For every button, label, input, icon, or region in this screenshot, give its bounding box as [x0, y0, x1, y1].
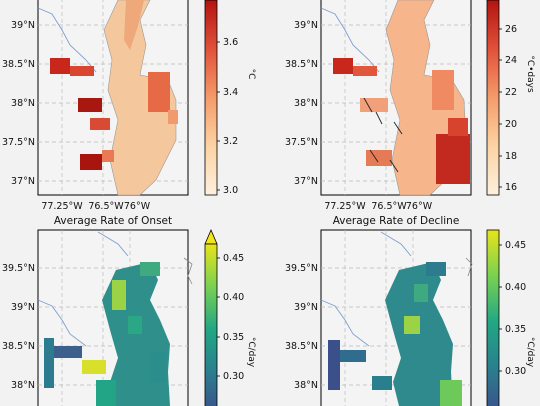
lat-tick: 39.5°N — [285, 263, 318, 274]
colorbar-tick: 3.6 — [223, 37, 238, 48]
colorbar-tick: 22 — [505, 87, 517, 98]
lat-tick: 38.5°N — [285, 59, 318, 70]
river-line — [320, 299, 370, 347]
river-line — [37, 299, 87, 347]
panel-title: Average Rate of Decline — [333, 215, 460, 227]
colorbar-tick: 16 — [505, 182, 517, 193]
lat-tick: 38.5°N — [2, 59, 35, 70]
lon-tick: 76.5°W — [88, 201, 124, 212]
tributary-cells — [44, 262, 166, 406]
colorbar-extend-arrow — [204, 228, 218, 245]
transect-lines — [363, 97, 403, 173]
lat-tick: 39.5°N — [2, 263, 35, 274]
lat-tick: 37°N — [11, 176, 35, 187]
lat-tick: 37.5°N — [2, 137, 35, 148]
colorbar: 0.45 0.40 0.35 0.30 °C/day — [204, 228, 256, 406]
colorbar-unit: °C/day — [525, 337, 535, 368]
lon-tick: 77.25°W — [324, 201, 366, 212]
tributary-cells — [50, 58, 178, 170]
colorbar-tick: 0.35 — [223, 332, 244, 343]
lat-tick: 38.5°N — [2, 341, 35, 352]
colorbar-tick: 0.40 — [505, 282, 526, 293]
colorbar: 0.45 0.40 0.35 0.30 °C/day — [486, 229, 535, 406]
river-line — [320, 7, 380, 73]
river-line — [97, 231, 129, 257]
colorbar-unit: °C — [246, 69, 256, 80]
lon-tick: 76.5°W — [371, 201, 407, 212]
colorbar-tick: 3.2 — [223, 136, 238, 147]
lat-tick: 37.5°N — [285, 137, 318, 148]
coast-line — [465, 257, 473, 277]
colorbar-tick: 3.4 — [223, 87, 238, 98]
panel-top-right: 39°N 38.5°N 38°N 37.5°N 37°N 77.25°W 76.… — [285, 0, 535, 212]
lat-tick: 39°N — [294, 302, 318, 313]
lat-tick: 38.5°N — [285, 341, 318, 352]
colorbar-tick: 0.30 — [505, 366, 526, 377]
panel-top-left: 39°N 38.5°N 38°N 37.5°N 37°N 77.25°W 76.… — [2, 0, 256, 212]
colorbar-tick: 0.45 — [223, 253, 244, 264]
lon-tick: 77.25°W — [41, 201, 83, 212]
colorbar-tick: 0.45 — [505, 240, 526, 251]
panel-bottom-right: Average Rate of Decline 39.5°N 39°N 38.5… — [285, 215, 535, 406]
tributary-cells — [333, 58, 470, 184]
colorbar-tick: 0.30 — [223, 371, 244, 382]
colorbar-tick: 18 — [505, 151, 517, 162]
lat-tick: 39°N — [294, 20, 318, 31]
lon-tick: 76°W — [124, 201, 151, 212]
colorbar-unit: °C/day — [246, 337, 256, 368]
lon-tick: 76°W — [406, 201, 433, 212]
lat-tick: 38°N — [11, 98, 35, 109]
colorbar-bar — [486, 0, 500, 196]
lat-tick: 39°N — [11, 302, 35, 313]
tributary-cells — [328, 262, 462, 406]
bay-upper — [124, 0, 144, 50]
panel-bottom-left: Average Rate of Onset 39.5°N 39°N 38.5°N… — [2, 215, 256, 406]
lat-tick: 38°N — [294, 98, 318, 109]
colorbar-bar — [204, 0, 218, 196]
colorbar-tick: 24 — [505, 55, 517, 66]
lat-tick-labels: 39°N 38.5°N 38°N 37.5°N 37°N — [2, 20, 35, 187]
bay-water — [103, 0, 177, 196]
colorbar-unit: °C•days — [525, 55, 535, 93]
colorbar: 26 24 22 20 18 16 °C•days — [486, 0, 535, 196]
colorbar-tick: 0.40 — [223, 292, 244, 303]
lat-tick: 38°N — [11, 380, 35, 391]
colorbar-tick: 20 — [505, 119, 517, 130]
river-line — [37, 7, 97, 73]
lat-tick-labels: 39.5°N 39°N 38.5°N 38°N — [285, 263, 318, 391]
lat-tick: 38°N — [294, 380, 318, 391]
colorbar-tick: 3.0 — [223, 185, 238, 196]
colorbar-bar — [204, 243, 218, 406]
colorbar-bar — [486, 229, 500, 406]
colorbar-tick: 26 — [505, 24, 517, 35]
panel-title: Average Rate of Onset — [54, 215, 172, 227]
lon-tick-labels: 77.25°W 76.5°W 76°W — [324, 201, 432, 212]
coast-line — [183, 257, 193, 285]
lat-tick: 39°N — [11, 20, 35, 31]
colorbar: 3.6 3.4 3.2 3.0 °C — [204, 0, 256, 196]
lat-tick-labels: 39°N 38.5°N 38°N 37.5°N 37°N — [285, 20, 318, 187]
river-line — [380, 231, 412, 257]
lat-tick-labels: 39.5°N 39°N 38.5°N 38°N — [2, 263, 35, 391]
lat-tick: 37°N — [294, 176, 318, 187]
lon-tick-labels: 77.25°W 76.5°W 76°W — [41, 201, 150, 212]
colorbar-tick: 0.35 — [505, 324, 526, 335]
